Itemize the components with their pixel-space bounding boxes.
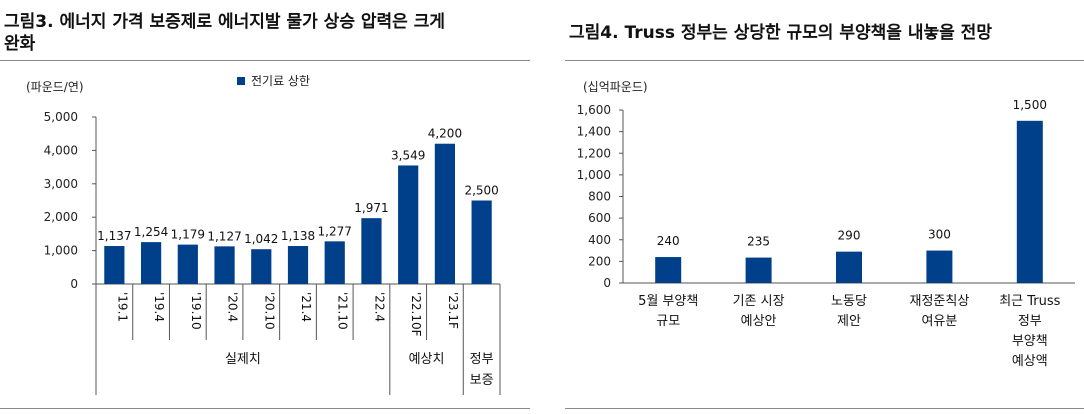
bar — [926, 250, 953, 283]
bar — [398, 165, 419, 284]
y-axis-tick-label: 1,400 — [577, 125, 611, 139]
bar — [324, 241, 345, 284]
left-unit-label: (파운드/연) — [26, 80, 84, 94]
x-axis-category-label: 규모 — [656, 314, 680, 329]
bar-value-label: 1,254 — [134, 225, 168, 239]
bar-value-label: 300 — [928, 228, 951, 242]
bar-value-label: 1,179 — [171, 228, 205, 242]
bar-value-label: 2,500 — [464, 184, 498, 198]
x-axis-category-label: 노동당 — [831, 294, 867, 309]
x-axis-category-label: 최근 Truss — [999, 294, 1060, 309]
left-chart-title: 그림3. 에너지 가격 보증제로 에너지발 물가 상승 압력은 크게 완화 — [4, 11, 445, 55]
x-axis-category-label: 보증 — [470, 373, 494, 388]
bar — [287, 245, 309, 284]
y-axis-tick-label: 600 — [588, 211, 611, 225]
x-axis-category-label: 재정준칙상 — [909, 294, 969, 309]
left-bottom-rule — [0, 408, 530, 409]
left-chart-title-line2: 완화 — [4, 34, 36, 54]
bar — [140, 242, 162, 284]
bar-value-label: 240 — [657, 234, 680, 248]
y-axis-tick-label: 0 — [70, 277, 78, 291]
legend-swatch — [237, 76, 245, 85]
x-axis-category-label: 정부 — [1018, 314, 1042, 329]
x-axis-category-label: '23.1F — [446, 292, 460, 329]
y-axis-tick-label: 3,000 — [44, 177, 78, 191]
bar — [361, 218, 382, 284]
bar — [434, 143, 456, 284]
right-bottom-rule — [565, 408, 1084, 409]
y-axis-tick-label: 1,000 — [44, 244, 78, 258]
y-axis-tick-label: 0 — [603, 276, 611, 290]
right-chart-title: 그림4. Truss 정부는 상당한 규모의 부양책을 내놓을 전망 — [569, 23, 992, 43]
bar — [1016, 120, 1043, 283]
bar — [655, 257, 682, 283]
bar-value-label: 1,042 — [244, 232, 278, 246]
bar-value-label: 1,137 — [97, 229, 131, 243]
right-bar-chart: 0 200 400 600 800 1,000 1,200 1,400 1,600 240 5월 부… — [577, 98, 1075, 369]
y-axis-tick-label: 4,000 — [44, 143, 78, 157]
x-axis-category-label: 기존 시장 — [733, 294, 785, 309]
left-chart-title-line1: 그림3. 에너지 가격 보증제로 에너지발 물가 상승 압력은 크게 — [4, 12, 445, 32]
x-axis-category-label: '19.10 — [189, 292, 203, 330]
x-axis-category-label: '22.10F — [409, 292, 423, 337]
right-unit-label: (십억파운드) — [583, 80, 648, 94]
x-axis-category-label: 예상액 — [1012, 354, 1048, 369]
x-axis-category-label: '21.4 — [299, 292, 313, 322]
x-axis-category-label: '22.4 — [372, 292, 386, 322]
x-axis-category-label: 5월 부양책 — [638, 294, 698, 309]
x-axis-category-label: '19.4 — [152, 292, 166, 322]
bar-value-label: 4,200 — [428, 127, 462, 141]
x-axis-category-label: 정부 — [470, 352, 494, 367]
bar-value-label: 1,277 — [318, 224, 352, 238]
y-axis-tick-label: 1,200 — [577, 146, 611, 160]
y-axis-tick-label: 1,600 — [577, 103, 611, 117]
bar-value-label: 1,127 — [207, 229, 241, 243]
bar-value-label: 290 — [838, 229, 861, 243]
x-axis-category-label: '19.1 — [115, 292, 129, 322]
bar-value-label: 1,971 — [354, 201, 388, 215]
y-axis-tick-label: 2,000 — [44, 210, 78, 224]
x-axis-group-label: 예상치 — [409, 352, 445, 367]
x-axis-category-label: 여유분 — [921, 314, 957, 329]
bar — [251, 249, 272, 284]
x-axis-category-label: 예상안 — [741, 314, 777, 329]
bar — [214, 246, 235, 284]
y-axis-tick-label: 400 — [588, 233, 611, 247]
bar-value-label: 1,500 — [1013, 98, 1047, 112]
y-axis-tick-label: 5,000 — [44, 110, 78, 124]
bar — [177, 244, 198, 284]
bar-value-label: 3,549 — [391, 148, 425, 162]
left-chart-panel: 그림3. 에너지 가격 보증제로 에너지발 물가 상승 압력은 크게 완화 (파… — [0, 0, 530, 414]
bar — [745, 257, 772, 283]
x-axis-category-label: 제안 — [837, 314, 861, 329]
left-legend: 전기료 상한 — [237, 72, 310, 89]
x-axis-category-label: 부양책 — [1012, 334, 1048, 349]
x-axis-category-label: '21.10 — [336, 292, 350, 330]
x-axis-category-label: '20.4 — [226, 292, 240, 322]
bar-value-label: 1,138 — [281, 229, 315, 243]
right-chart-panel: 그림4. Truss 정부는 상당한 규모의 부양책을 내놓을 전망 (십억파운… — [565, 0, 1084, 414]
legend-label: 전기료 상한 — [251, 74, 311, 88]
bar — [836, 251, 862, 283]
x-axis-category-label: '20.10 — [262, 292, 276, 330]
left-title-rule — [0, 60, 530, 61]
bar-value-label: 235 — [747, 235, 770, 249]
y-axis-tick-label: 1,000 — [577, 168, 611, 182]
y-axis-tick-label: 800 — [588, 190, 611, 204]
bar — [471, 200, 492, 284]
y-axis-tick-label: 200 — [588, 254, 611, 268]
x-axis-group-label: 실제치 — [225, 352, 261, 367]
bar — [104, 246, 125, 284]
right-title-rule — [565, 60, 1084, 61]
left-bar-chart: 0 1,000 2,000 3,000 4,000 5,000 1,137 1,254 1,17… — [44, 110, 501, 395]
